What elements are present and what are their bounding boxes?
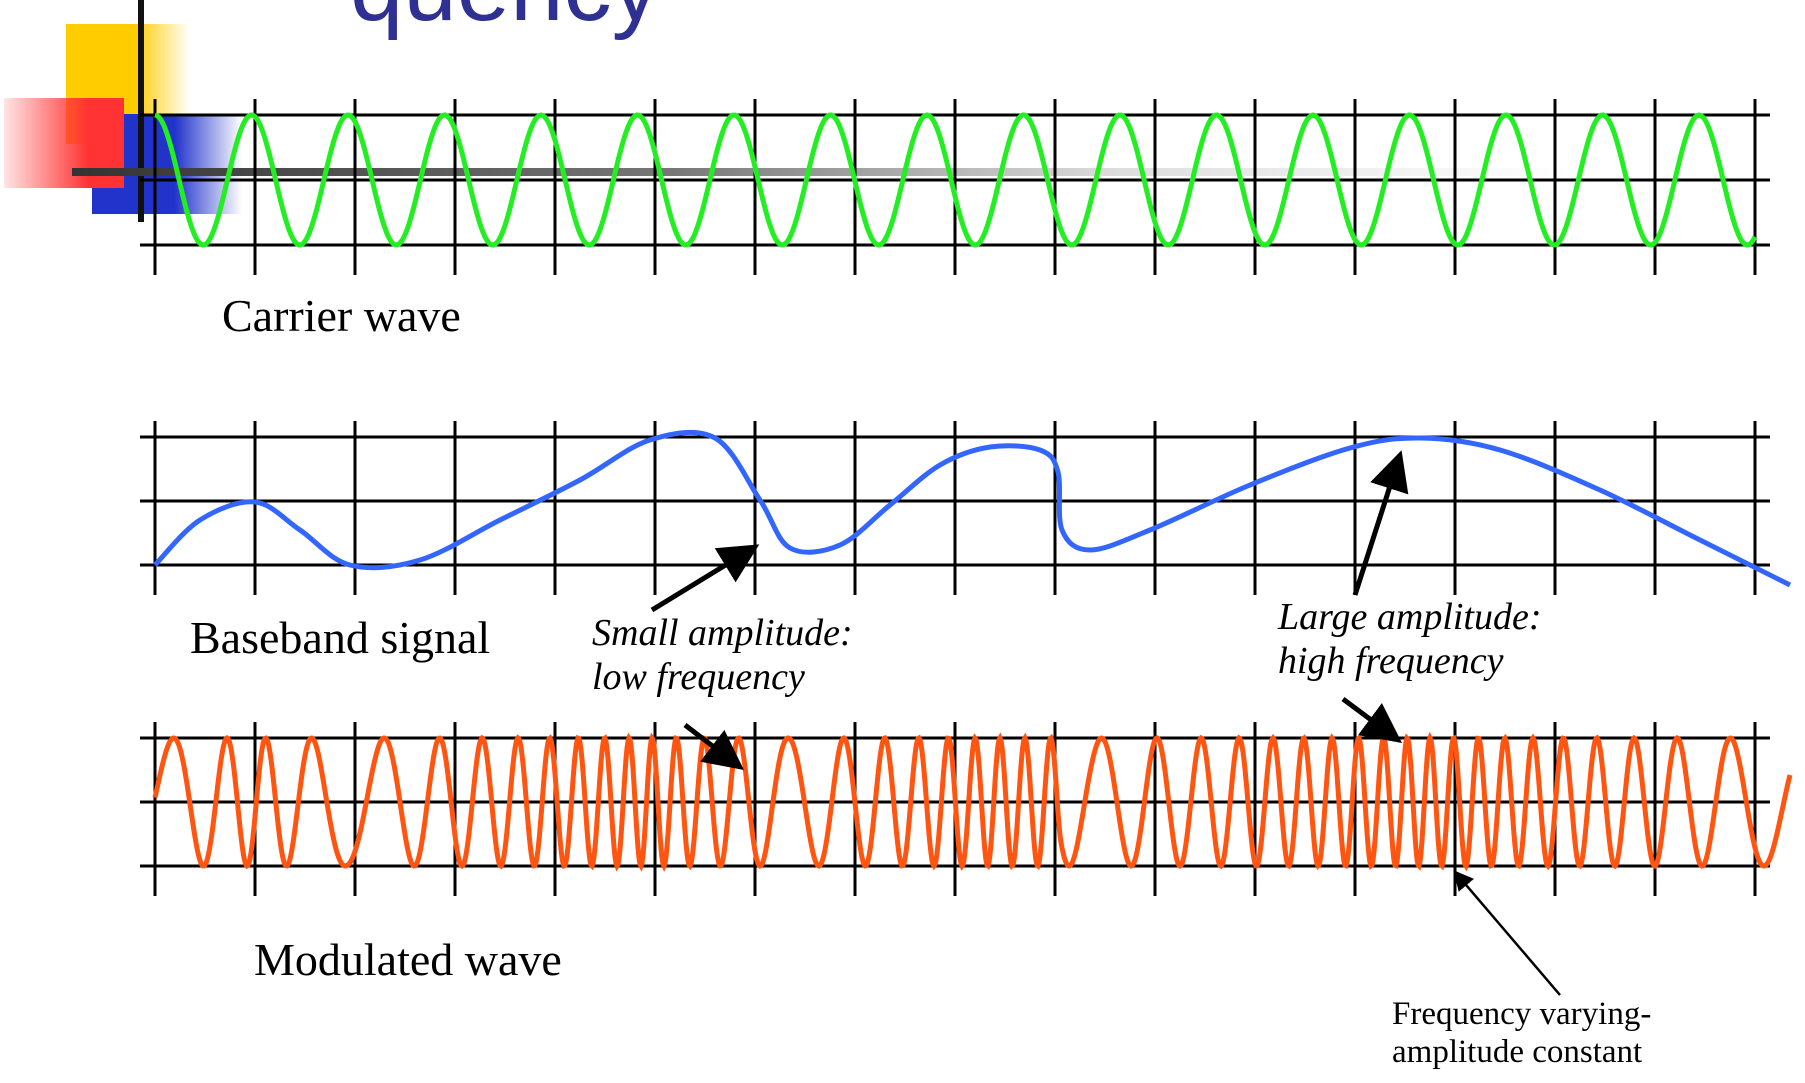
frequency-varying-note: Frequency varying- amplitude constant bbox=[1392, 996, 1651, 1072]
small-amplitude-line1: Small amplitude: bbox=[592, 612, 853, 654]
baseband-grid bbox=[140, 421, 1770, 595]
frequency-varying-line2: amplitude constant bbox=[1392, 1033, 1643, 1070]
carrier-wave bbox=[154, 112, 1758, 248]
constant-amplitude-arrow bbox=[1453, 870, 1561, 996]
low-frequency-arrow bbox=[683, 723, 744, 771]
carrier-wave-label: Carrier wave bbox=[222, 290, 461, 341]
large-amplitude-line2: high frequency bbox=[1278, 639, 1504, 682]
large-amplitude-arrow bbox=[1352, 450, 1409, 596]
baseband-signal-label: Baseband signal bbox=[190, 612, 491, 663]
small-amplitude-arrow bbox=[650, 544, 760, 613]
modulated-wave-label: Modulated wave bbox=[254, 934, 562, 985]
modulated-wave bbox=[152, 731, 1793, 872]
small-amplitude-note: Small amplitude: low frequency bbox=[592, 612, 853, 699]
baseband-wave bbox=[153, 429, 1792, 588]
slide-title-fragment: quency bbox=[350, 0, 660, 41]
frequency-varying-line1: Frequency varying- bbox=[1392, 996, 1652, 1032]
carrier-grid bbox=[140, 99, 1770, 275]
small-amplitude-line2: low frequency bbox=[592, 655, 805, 698]
large-amplitude-note: Large amplitude: high frequency bbox=[1278, 596, 1542, 683]
large-amplitude-line1: Large amplitude: bbox=[1278, 596, 1542, 638]
high-frequency-arrow bbox=[1341, 696, 1403, 743]
